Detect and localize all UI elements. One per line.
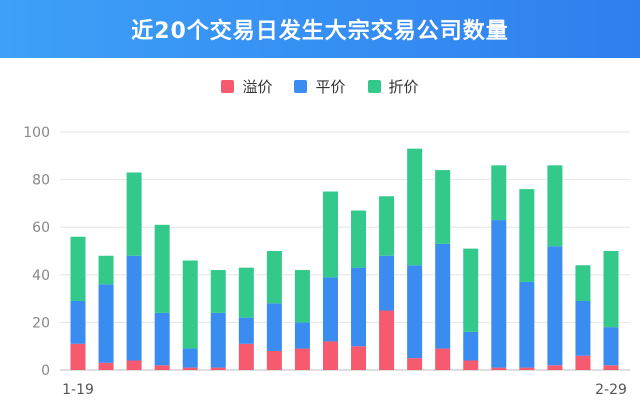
bar-segment — [491, 220, 507, 368]
bar-segment — [519, 281, 535, 368]
bar-segment — [407, 148, 423, 266]
bar-segment — [98, 255, 114, 285]
bar-segment — [154, 224, 170, 313]
legend-label-discount: 折价 — [388, 78, 419, 96]
bar-segment — [294, 270, 310, 323]
bar-segment — [70, 236, 86, 301]
legend-label-par: 平价 — [315, 78, 346, 96]
bar-segment — [463, 360, 479, 370]
bar-segment — [575, 355, 591, 370]
bar-segment — [547, 165, 563, 247]
bar-segment — [351, 210, 367, 268]
legend-swatch-discount — [367, 80, 381, 93]
bar-segment — [266, 251, 282, 304]
y-tick-label: 40 — [32, 268, 50, 284]
bar-segment — [351, 346, 367, 370]
bar-segment — [463, 248, 479, 332]
legend-swatch-par — [294, 80, 308, 93]
bar-segment — [210, 367, 226, 370]
bar-segment — [603, 365, 619, 370]
legend-item-par[interactable]: 平价 — [294, 76, 346, 97]
bar-segment — [435, 348, 451, 370]
y-tick-label: 60 — [32, 220, 50, 236]
bar-segment — [238, 317, 254, 344]
bar-segment — [126, 255, 142, 361]
bar-segment — [519, 367, 535, 370]
chart-title: 近20个交易日发生大宗交易公司数量 — [131, 19, 509, 44]
bar-segment — [98, 362, 114, 370]
legend-label-premium: 溢价 — [242, 78, 273, 96]
bar-segment — [379, 310, 395, 370]
bar-segment — [70, 343, 86, 370]
bar-segment — [154, 365, 170, 370]
bar-segment — [266, 350, 282, 370]
bar-segment — [294, 348, 310, 370]
chart-header: 近20个交易日发生大宗交易公司数量 — [0, 0, 640, 58]
legend: 溢价 平价 折价 — [0, 76, 640, 97]
bar-segment — [407, 265, 423, 359]
bar-segment — [70, 300, 86, 344]
legend-item-discount[interactable]: 折价 — [367, 76, 419, 97]
bar-segment — [154, 312, 170, 366]
bar-segment — [379, 196, 395, 256]
bar-segment — [182, 348, 198, 368]
bar-segment — [407, 358, 423, 370]
bar-segment — [603, 327, 619, 366]
y-tick-label: 100 — [23, 125, 50, 141]
bar-segment — [519, 189, 535, 282]
bar-segment — [547, 246, 563, 366]
y-tick-label: 0 — [41, 363, 50, 379]
bar-segment — [238, 267, 254, 318]
bar-segment — [575, 265, 591, 301]
legend-swatch-premium — [221, 80, 235, 93]
y-tick-label: 20 — [32, 315, 50, 331]
bar-segment — [435, 243, 451, 349]
bar-segment — [182, 367, 198, 370]
bar-segment — [491, 367, 507, 370]
bar-segment — [351, 267, 367, 347]
bar-segment — [266, 303, 282, 351]
bar-segment — [98, 284, 114, 363]
bar-segment — [322, 277, 338, 342]
bar-segment — [463, 331, 479, 361]
bar-segment — [238, 343, 254, 370]
bar-segment — [182, 260, 198, 349]
bar-segment — [547, 365, 563, 370]
bar-segment — [210, 312, 226, 368]
bar-segment — [210, 270, 226, 313]
bar-segment — [603, 251, 619, 328]
bar-segment — [322, 341, 338, 370]
bar-segment — [322, 191, 338, 278]
bar-segment — [435, 170, 451, 244]
y-tick-label: 80 — [32, 173, 50, 189]
x-label-end: 2-29 — [595, 382, 627, 398]
bar-segment — [126, 360, 142, 370]
x-label-start: 1-19 — [62, 382, 94, 398]
bar-segment — [126, 172, 142, 256]
bar-segment — [294, 322, 310, 349]
bar-segment — [379, 255, 395, 311]
bar-segment — [491, 165, 507, 221]
bar-segment — [575, 300, 591, 356]
legend-item-premium[interactable]: 溢价 — [221, 76, 272, 97]
